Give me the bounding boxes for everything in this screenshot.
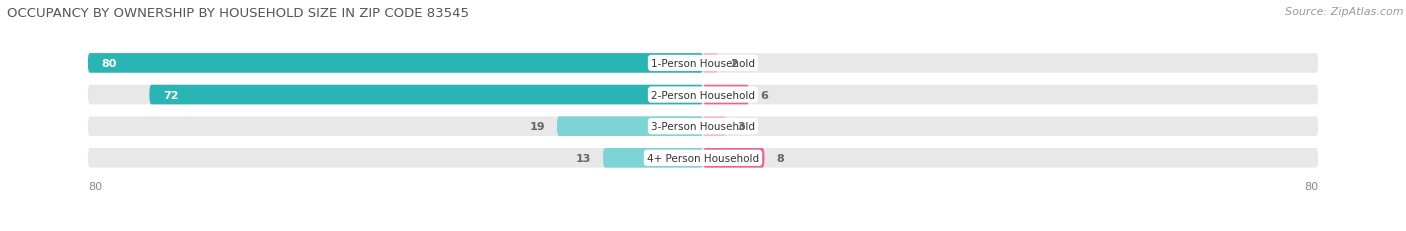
Text: 80: 80 [1303,181,1319,191]
FancyBboxPatch shape [87,54,703,73]
Legend: Owner-occupied, Renter-occupied: Owner-occupied, Renter-occupied [586,228,820,231]
Text: 3: 3 [738,122,745,132]
FancyBboxPatch shape [149,85,703,105]
Text: OCCUPANCY BY OWNERSHIP BY HOUSEHOLD SIZE IN ZIP CODE 83545: OCCUPANCY BY OWNERSHIP BY HOUSEHOLD SIZE… [7,7,470,20]
FancyBboxPatch shape [87,85,1319,105]
Text: 8: 8 [776,153,783,163]
Text: 2-Person Household: 2-Person Household [651,90,755,100]
Text: 72: 72 [163,90,179,100]
FancyBboxPatch shape [703,85,749,105]
Text: 2: 2 [730,59,738,69]
FancyBboxPatch shape [87,148,1319,168]
Text: 3-Person Household: 3-Person Household [651,122,755,132]
Text: 6: 6 [761,90,769,100]
Text: Source: ZipAtlas.com: Source: ZipAtlas.com [1285,7,1403,17]
Text: 80: 80 [101,59,117,69]
FancyBboxPatch shape [703,54,718,73]
Text: 1-Person Household: 1-Person Household [651,59,755,69]
FancyBboxPatch shape [87,117,1319,136]
Text: 13: 13 [576,153,592,163]
Text: 80: 80 [87,181,103,191]
Text: 4+ Person Household: 4+ Person Household [647,153,759,163]
FancyBboxPatch shape [703,148,765,168]
FancyBboxPatch shape [557,117,703,136]
Text: 19: 19 [530,122,546,132]
FancyBboxPatch shape [603,148,703,168]
FancyBboxPatch shape [703,117,725,136]
FancyBboxPatch shape [87,54,1319,73]
